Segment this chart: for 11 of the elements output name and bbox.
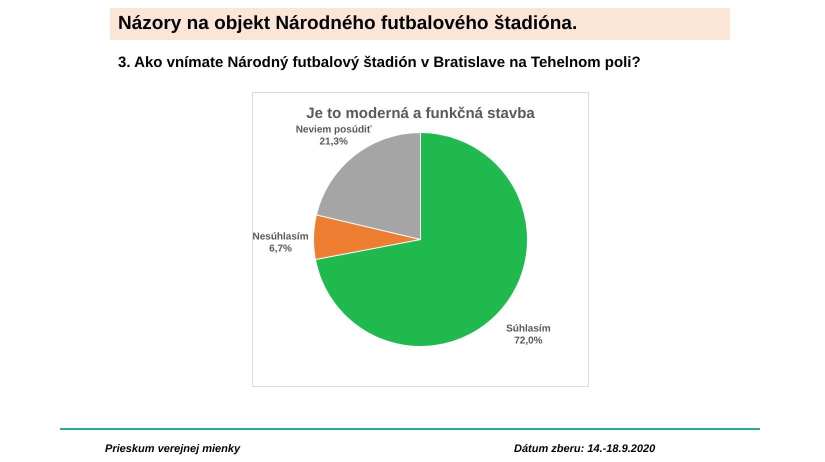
data-label: 21,3% — [319, 136, 348, 148]
data-label: 72,0% — [514, 336, 543, 347]
slice-label: Nesúhlasím — [252, 231, 309, 242]
slice-label: Neviem posúdiť — [296, 124, 372, 136]
chart-subtitle: 3. Ako vnímate Národný futbalový štadión v Bratislave na Tehelnom poli? — [118, 54, 641, 71]
text: Prieskum verejnej mienky — [105, 443, 240, 455]
text: Je to moderná a funkčná stavba — [306, 105, 536, 122]
text: Dátum zberu: 14.-18.9.2020 — [514, 443, 656, 455]
chart-title: Názory na objekt Národného futbalového štadióna. — [110, 8, 730, 40]
slice-label: Súhlasím — [506, 324, 551, 335]
data-label: 6,7% — [269, 243, 292, 254]
